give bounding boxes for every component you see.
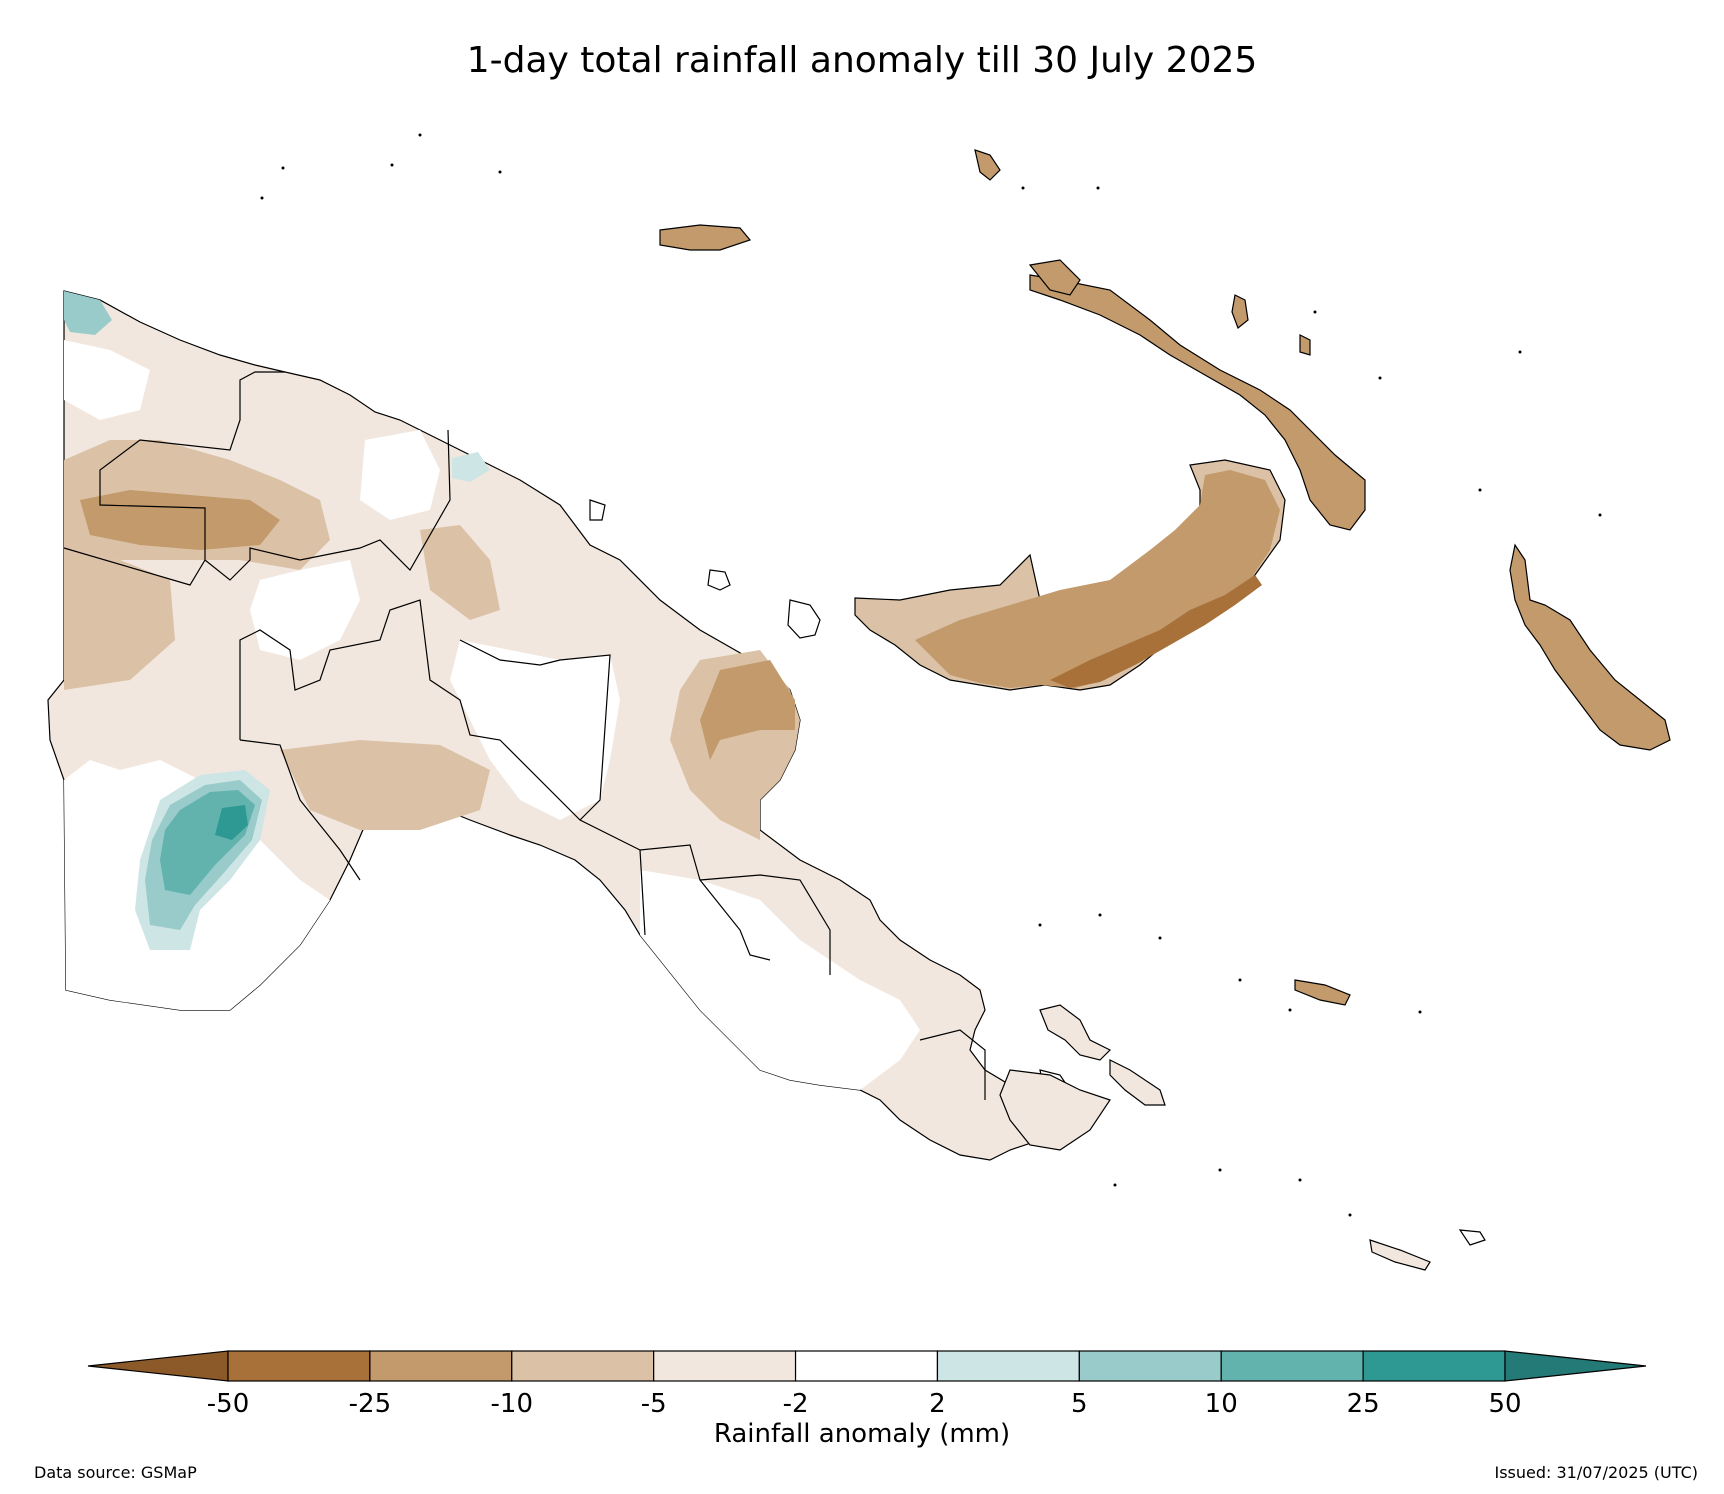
- brown-zone-fly: [280, 740, 490, 830]
- colorbar-tick-label: -50: [207, 1389, 249, 1419]
- colorbar-segment: [1078, 1350, 1222, 1382]
- colorbar-tick-label: -25: [349, 1389, 391, 1419]
- white-zone-north: [360, 430, 440, 520]
- white-zone-west: [64, 340, 150, 420]
- manus-island: [659, 224, 752, 251]
- teal-zone-north-coast: [452, 452, 490, 482]
- new-britain-darker-brown: [1050, 575, 1262, 688]
- colorbar-segment: [1362, 1350, 1506, 1382]
- colorbar-label: Rainfall anomaly (mm): [714, 1419, 1010, 1449]
- colorbar-tick-label: -5: [641, 1389, 667, 1419]
- colorbar-ticks: -50 -25 -10 -5 -2 2 5 10 25 50: [207, 1389, 1522, 1419]
- small-islands-brown: [974, 149, 1351, 1006]
- teal-zone-dark: [215, 805, 248, 840]
- rainfall-map: [47, 133, 1671, 1271]
- dark-brown-zone-west: [80, 490, 280, 550]
- brown-zone-madang: [420, 525, 500, 620]
- colorbar-tick-label: -2: [783, 1389, 809, 1419]
- islets: [260, 133, 1602, 1217]
- colorbar-segment: [936, 1350, 1080, 1382]
- colorbar-tick-label: 5: [1071, 1389, 1088, 1419]
- dark-brown-zone-huon: [700, 660, 795, 760]
- colorbar-extend-low: [87, 1350, 229, 1382]
- bougainville: [1509, 543, 1671, 751]
- colorbar-segment: [369, 1350, 513, 1382]
- colorbar-tick-label: 25: [1347, 1389, 1380, 1419]
- colorbar-tick-label: 10: [1205, 1389, 1238, 1419]
- colorbar-tick-label: 50: [1488, 1389, 1521, 1419]
- issued-date: Issued: 31/07/2025 (UTC): [1494, 1463, 1698, 1482]
- teal-zone-northwest: [64, 291, 112, 335]
- new-ireland: [1029, 274, 1366, 531]
- white-zone-central: [250, 560, 360, 660]
- map-title: 1-day total rainfall anomaly till 30 Jul…: [466, 40, 1258, 81]
- white-zone-highlands: [450, 640, 620, 820]
- colorbar-segment: [794, 1350, 939, 1382]
- colorbar-segment: [227, 1350, 371, 1382]
- colorbar-tick-label: -10: [491, 1389, 533, 1419]
- colorbar-segments: [87, 1350, 1647, 1382]
- brown-zone-southwest: [64, 550, 175, 690]
- colorbar-extend-high: [1504, 1350, 1647, 1382]
- new-britain: [854, 459, 1286, 691]
- colorbar-segment: [1220, 1350, 1364, 1382]
- colorbar-tick-label: 2: [929, 1389, 946, 1419]
- colorbar-segment: [653, 1350, 797, 1382]
- white-zone-southeast: [640, 870, 920, 1090]
- province-boundaries: [63, 371, 986, 1100]
- mainland: [47, 290, 1051, 1161]
- data-source: Data source: GSMaP: [34, 1463, 197, 1482]
- colorbar-segment: [511, 1350, 655, 1382]
- small-islands-light: [999, 1004, 1431, 1271]
- new-britain-dark-brown: [915, 470, 1280, 688]
